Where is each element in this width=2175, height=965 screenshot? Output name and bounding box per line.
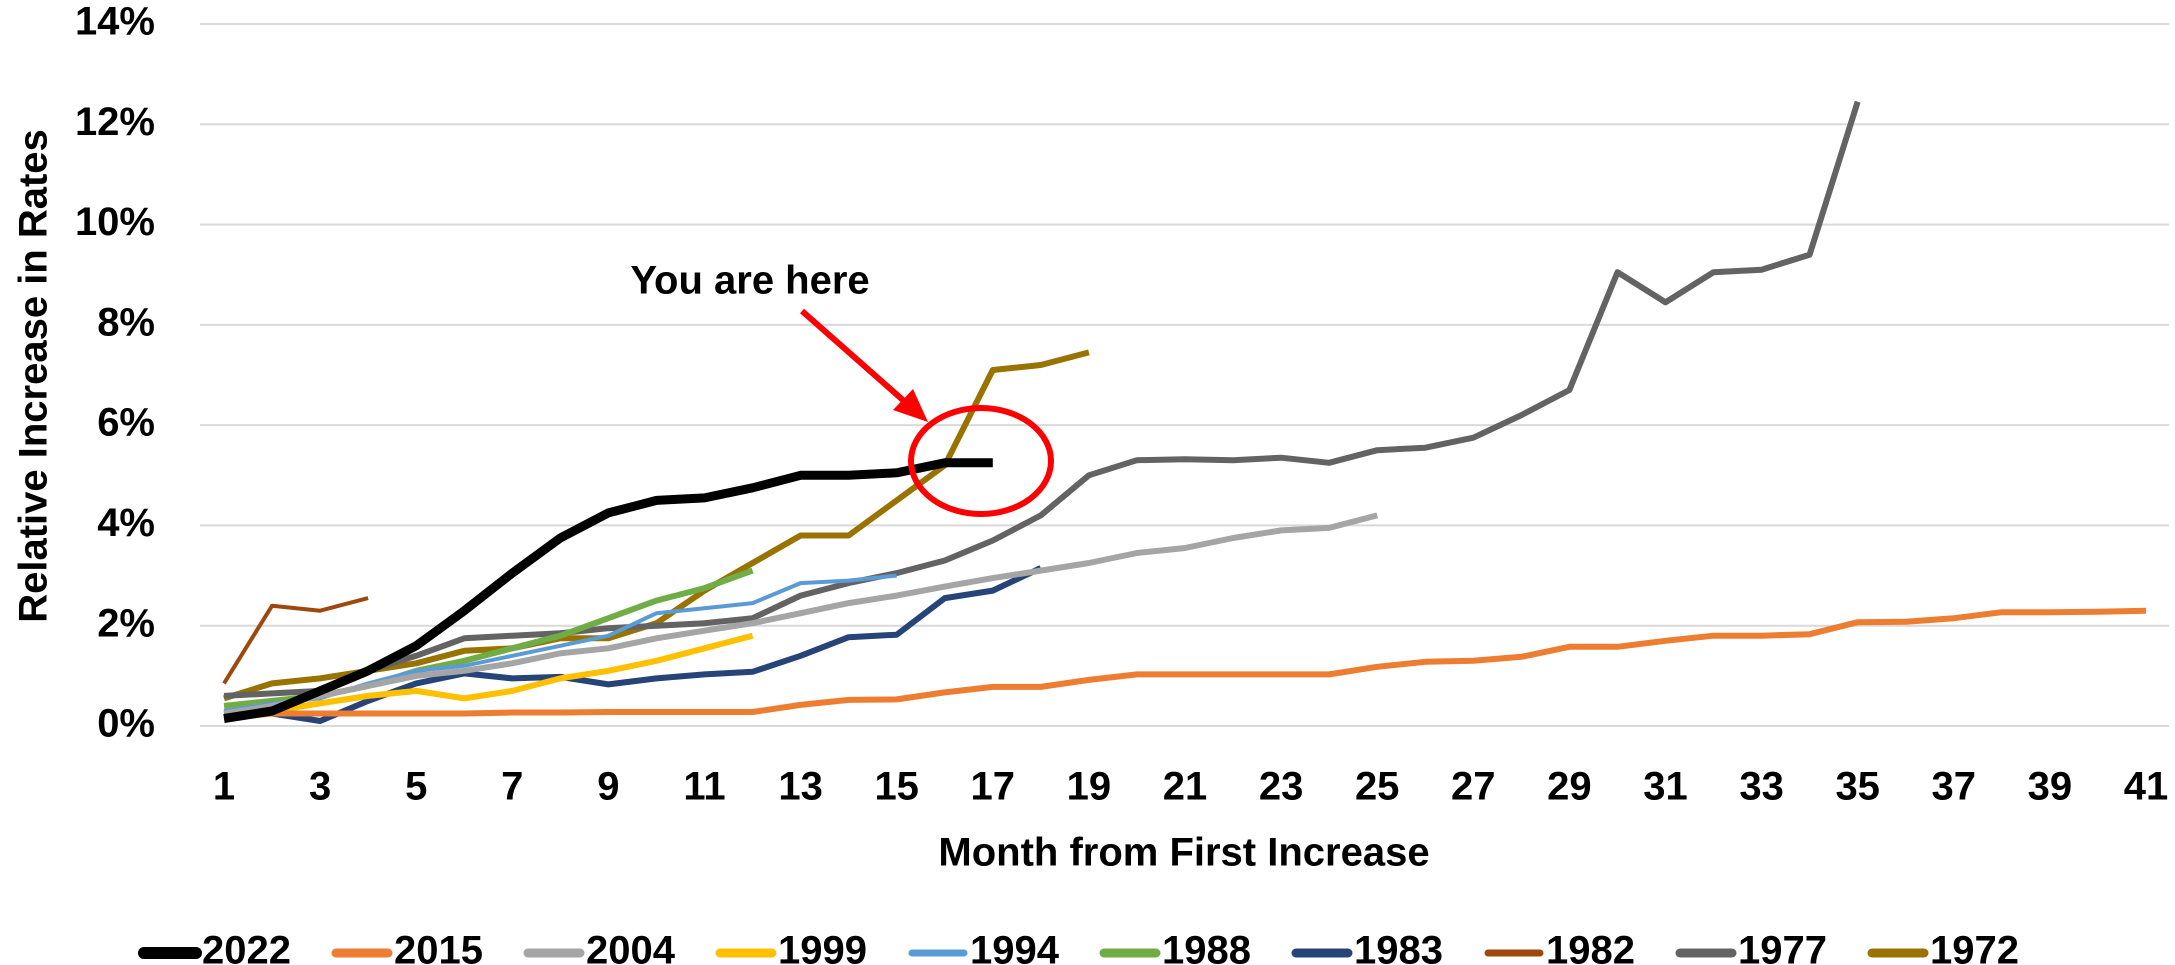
legend-label: 2022 [202,929,291,965]
series-line [223,607,2147,722]
x-tick-label: 21 [1163,765,1208,809]
highlight-circle [908,405,1054,517]
legend-label: 1982 [1546,929,1635,965]
legend-label: 1977 [1738,929,1827,965]
y-tick-label: 2% [97,601,155,645]
legend-label: 1999 [778,929,867,965]
x-tick-label: 1 [213,765,235,809]
series-line [222,596,369,685]
x-tick-label: 17 [971,765,1016,809]
x-tick-label: 41 [2124,765,2169,809]
y-tick-label: 0% [97,702,155,746]
legend-label: 1983 [1354,929,1443,965]
y-tick-label: 14% [75,0,155,44]
annotation-arrow [800,308,914,411]
x-tick-label: 33 [1739,765,1784,809]
legend-label: 1988 [1162,929,1251,965]
legend-label: 2004 [586,929,676,965]
lines [222,100,2147,724]
x-tick-label: 3 [309,765,331,809]
x-tick-label: 15 [874,765,919,809]
y-tick-label: 10% [75,200,155,244]
y-tick-label: 8% [97,300,155,344]
x-tick-label: 23 [1259,765,1304,809]
x-tick-label: 31 [1643,765,1688,809]
legend-label: 1972 [1930,929,2019,965]
x-tick-label: 35 [1835,765,1880,809]
x-tick-label: 19 [1067,765,1112,809]
arrow-head [893,389,928,422]
x-tick-label: 7 [501,765,523,809]
y-tick-label: 6% [97,401,155,445]
legend: 2022 2015 2004 1999 1994 1988 1983 1982 1977 1972 [138,929,2019,965]
x-tick-label: 37 [1932,765,1977,809]
x-tick-label: 5 [405,765,427,809]
series-line [223,458,993,723]
x-tick-label: 25 [1355,765,1400,809]
legend-label: 2015 [394,929,483,965]
annotation: You are here [630,259,869,303]
x-tick-label: 9 [597,765,619,809]
series-line [223,632,754,717]
legend-label: 1994 [970,929,1060,965]
y-tick-label: 4% [97,501,155,545]
x-tick-label: 11 [683,765,725,809]
y-tick-label: 12% [75,100,155,144]
series-line [223,512,1378,717]
x-tick-label: 27 [1451,765,1496,809]
x-axis-title: Month from First Increase [938,831,1429,875]
grid: 0%2%4%6%8%10%12%14%1 3 5 7 9 11 13 15 17 19 21 23 25… [75,0,2169,809]
x-tick-label: 29 [1547,765,1592,809]
y-axis-title: Relative Increase in Rates [12,129,56,623]
series-line [224,565,1043,724]
x-tick-label: 13 [778,765,823,809]
x-tick-label: 39 [2028,765,2073,809]
series-line [223,100,1861,699]
